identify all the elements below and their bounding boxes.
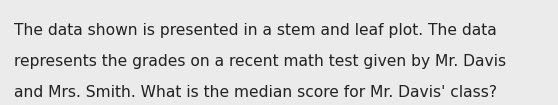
Text: The data shown is presented in a stem and leaf plot. The data: The data shown is presented in a stem an… <box>14 23 497 38</box>
Text: represents the grades on a recent math test given by Mr. Davis: represents the grades on a recent math t… <box>14 54 506 69</box>
Text: and Mrs. Smith. What is the median score for Mr. Davis' class?: and Mrs. Smith. What is the median score… <box>14 85 497 100</box>
